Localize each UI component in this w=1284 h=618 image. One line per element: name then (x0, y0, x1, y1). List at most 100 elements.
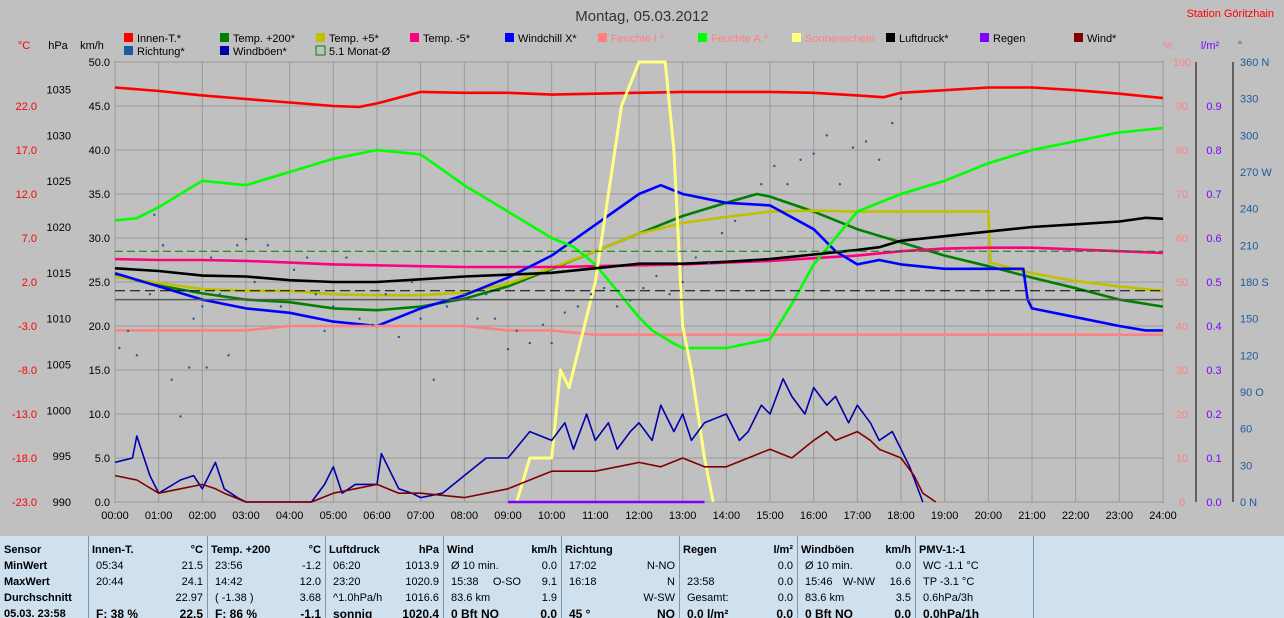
cell-label: 23:56 (215, 560, 243, 572)
direction-point (292, 268, 296, 271)
humidity-tick-label: 20 (1176, 409, 1188, 421)
direction-tick-label: 240 (1240, 204, 1258, 216)
direction-point (419, 317, 422, 320)
temp-tick-label: 17.0 (16, 145, 37, 157)
rain-tick-label: 0.9 (1206, 101, 1221, 113)
direction-point (266, 244, 270, 247)
legend-swatch (886, 33, 895, 42)
legend-swatch (220, 46, 229, 55)
direction-point (463, 293, 466, 296)
direction-tick-label: 30 (1240, 460, 1252, 472)
cell-value: 0.0 (895, 560, 911, 572)
direction-point (432, 378, 435, 381)
cell-value: 24.1 (181, 576, 203, 588)
cell-label: Ø 10 min. (805, 560, 853, 572)
table-cell-row: 15:38 O-SO 9.1 (447, 574, 557, 590)
direction-tick-label: 120 (1240, 350, 1258, 362)
pressure-axis-unit: hPa (48, 40, 68, 52)
summary-table: Sensor MinWert MaxWert Durchschnitt 05.0… (0, 536, 1284, 618)
column-unit: hPa (418, 544, 439, 556)
direction-point (410, 280, 414, 284)
cell-value: 12.0 (299, 576, 321, 588)
cell-label: 0.0hPa/1h (923, 607, 980, 618)
direction-point (218, 293, 221, 296)
legend-swatch (124, 46, 133, 55)
x-tick-label: 04:00 (276, 510, 304, 522)
cell-label: 15:46 (805, 576, 833, 588)
direction-point (188, 366, 191, 369)
table-cell-row: 0.0 (683, 558, 793, 574)
legend-label: Feuchte A.* (711, 33, 769, 45)
rain-tick-label: 0.1 (1206, 453, 1221, 465)
column-unit: km/h (885, 544, 911, 556)
table-cell-row: ( -1.38 ) 3.68 (211, 590, 321, 606)
temp-tick-label: 22.0 (16, 101, 37, 113)
direction-tick-label: 360 N (1240, 57, 1269, 69)
direction-tick-label: 210 (1240, 240, 1258, 252)
column-unit: l/m² (773, 544, 793, 556)
table-column: Luftdruck hPa 06:20 1013.9 23:20 1020.9 ^1.0hP… (325, 536, 444, 618)
humidity-tick-label: 80 (1176, 145, 1188, 157)
table-cell-row: 16:18 N (565, 574, 675, 590)
humidity-tick-label: 50 (1176, 277, 1188, 289)
direction-point (384, 293, 387, 296)
temp-tick-label: -23.0 (12, 497, 37, 509)
direction-tick-label: 330 (1240, 94, 1258, 106)
legend-swatch (315, 45, 326, 56)
cell-value: NO (657, 607, 675, 618)
legend-label: Sonnenschein (805, 33, 875, 45)
cell-value: -1.1 (300, 607, 321, 618)
x-tick-label: 18:00 (887, 510, 915, 522)
pressure-tick-label: 1000 (47, 405, 71, 417)
table-cell-row: Ø 10 min. 0.0 (447, 558, 557, 574)
series-line (114, 86, 1164, 109)
x-tick-label: 19:00 (931, 510, 959, 522)
direction-tick-label: 180 S (1240, 277, 1269, 289)
pressure-tick-label: 1030 (47, 130, 71, 142)
direction-point (118, 346, 121, 350)
cell-label: WC -1.1 °C (923, 560, 979, 572)
cell-label: 15:38 (451, 576, 479, 588)
column-name: PMV-1:-1 (919, 544, 966, 556)
cell-label: 45 ° (569, 607, 591, 618)
x-tick-label: 03:00 (232, 510, 260, 522)
direction-point (153, 213, 156, 216)
direction-point (838, 183, 842, 186)
table-cell-row: ^1.0hPa/h 1016.6 (329, 590, 439, 606)
cell-value: 3.68 (299, 592, 321, 604)
cell-value: -1.2 (302, 560, 321, 572)
wind-tick-label: 30.0 (89, 233, 110, 245)
direction-point (227, 354, 230, 357)
table-cell-row: 14:42 12.0 (211, 574, 321, 590)
x-tick-label: 20:00 (975, 510, 1003, 522)
x-tick-label: 22:00 (1062, 510, 1090, 522)
column-name: Wind (447, 544, 474, 556)
weather-chart: 00:00 01:00 02:00 03:00 04:00 05:00 06:00 07:00… (12, 8, 1274, 522)
table-cell-row: 23:20 1020.9 (329, 574, 439, 590)
legend-swatch (698, 33, 707, 42)
x-tick-label: 10:00 (538, 510, 566, 522)
direction-point (541, 323, 545, 326)
legend-label: Temp. +5* (329, 33, 380, 45)
direction-point (305, 256, 309, 259)
cell-value: 1020.4 (402, 607, 439, 618)
x-tick-label: 12:00 (625, 510, 653, 522)
cell-value: 1013.9 (405, 560, 439, 572)
rain-tick-label: 0.5 (1206, 277, 1221, 289)
direction-point (528, 341, 532, 345)
pressure-tick-label: 995 (53, 451, 71, 463)
table-column: Windböen km/h Ø 10 min. 0.0 15:46 W-NW 16.6 83.… (797, 536, 916, 618)
direction-point (825, 134, 828, 137)
direction-point (484, 293, 488, 296)
table-cell-row: 22.97 (92, 590, 203, 606)
column-name: Windböen (801, 544, 855, 556)
x-tick-label: 14:00 (713, 510, 741, 522)
table-cell-row: 17:02 N-NO (565, 558, 675, 574)
direction-point (851, 146, 855, 149)
direction-point (799, 158, 802, 161)
cell-label: F: 38 % (96, 607, 139, 618)
legend-label: Regen (993, 33, 1025, 45)
wind-axis-unit: km/h (80, 40, 104, 52)
rain-axis-unit: l/m² (1201, 40, 1220, 52)
table-cell-row: W-SW (565, 590, 675, 606)
